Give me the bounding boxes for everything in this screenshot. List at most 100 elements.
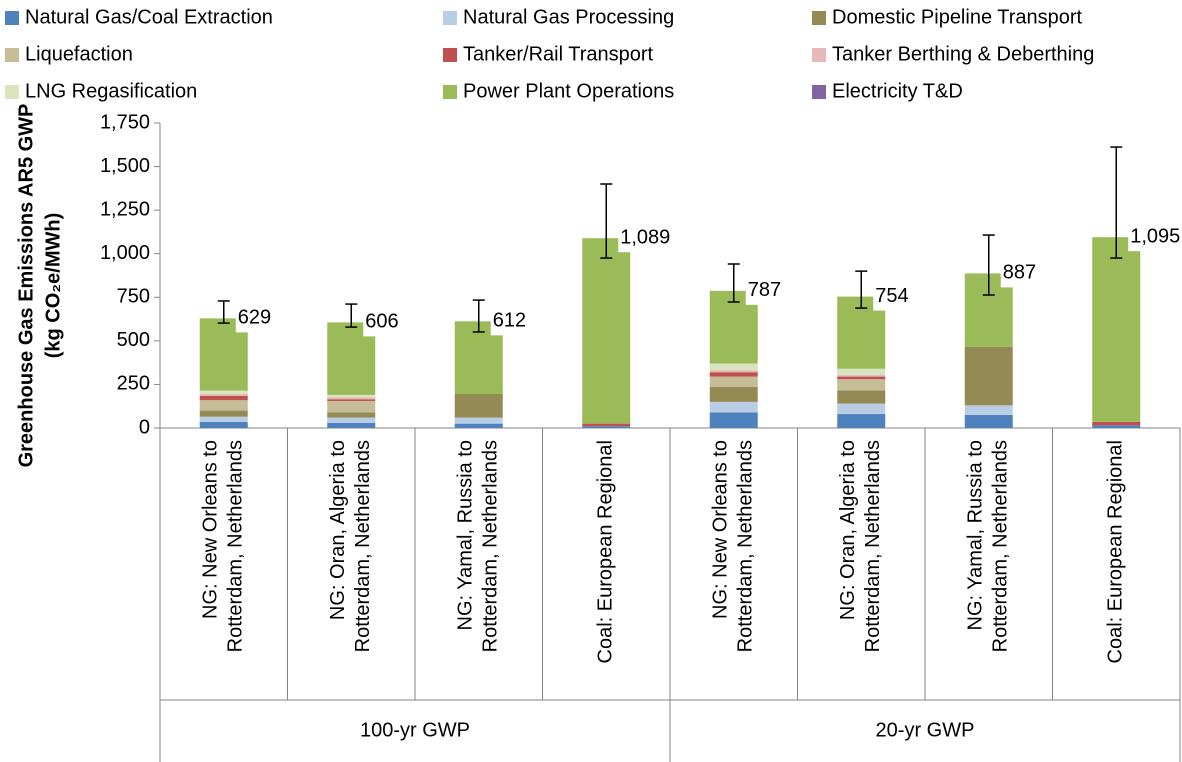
bar-segment xyxy=(199,410,248,417)
bar-segment xyxy=(837,368,886,375)
value-label-bg xyxy=(1128,223,1182,252)
bar-segment xyxy=(327,394,376,398)
value-label-bg xyxy=(618,224,679,253)
bar-segment xyxy=(199,390,248,395)
bar-segment xyxy=(582,426,631,428)
bar-segment xyxy=(199,394,248,396)
error-bar xyxy=(1110,146,1123,259)
value-label: 887 xyxy=(1003,262,1036,284)
value-label: 612 xyxy=(493,310,526,332)
value-label-bg xyxy=(745,276,806,305)
bar-segment xyxy=(709,363,758,371)
legend-swatch xyxy=(5,85,19,99)
x-tick-label: NG: Yamal, Russia to Rotterdam, Netherlan… xyxy=(965,440,1012,652)
value-label-bg xyxy=(873,282,934,311)
bar-segment xyxy=(454,423,503,428)
bar-segment xyxy=(327,399,376,401)
error-bar xyxy=(345,303,358,328)
legend-label: Liquefaction xyxy=(25,43,133,65)
legend-swatch xyxy=(443,48,457,62)
legend-swatch xyxy=(812,11,826,25)
legend-label: Natural Gas Processing xyxy=(463,6,674,28)
bar-segment xyxy=(709,401,758,413)
x-tick-label: NG: New Orleans to Rotterdam, Netherlands xyxy=(200,440,247,652)
error-bar xyxy=(982,234,995,296)
bar-segment xyxy=(454,394,503,418)
legend-swatch xyxy=(443,85,457,99)
y-tick-label: 250 xyxy=(117,373,150,395)
legend-label: Domestic Pipeline Transport xyxy=(832,6,1083,28)
legend-label: LNG Regasification xyxy=(25,80,197,102)
legend-swatch xyxy=(443,11,457,25)
value-label: 1,095 xyxy=(1130,225,1180,247)
y-tick-label: 1,500 xyxy=(100,155,150,177)
error-bar xyxy=(217,300,230,324)
legend-swatch xyxy=(5,48,19,62)
bar-segment xyxy=(327,412,376,418)
error-bar xyxy=(600,183,613,259)
y-tick-label: 500 xyxy=(117,329,150,351)
error-bar xyxy=(472,299,485,333)
y-axis-label: (kg CO₂e/MWh) xyxy=(42,213,64,359)
bar-segment xyxy=(582,238,631,424)
legend-label: Power Plant Operations xyxy=(463,80,674,102)
group-label: 100-yr GWP xyxy=(360,719,470,741)
error-bar xyxy=(855,270,868,309)
bar-segment xyxy=(837,379,886,391)
value-label: 606 xyxy=(365,311,398,333)
legend-label: Natural Gas/Coal Extraction xyxy=(25,6,273,28)
bar-segment xyxy=(709,372,758,377)
y-tick-label: 1,000 xyxy=(100,242,150,264)
bar-segment xyxy=(327,397,376,400)
bar-segment xyxy=(327,422,376,428)
value-label-bg xyxy=(363,308,424,337)
legend-label: Tanker Berthing & Deberthing xyxy=(832,43,1094,65)
value-label: 1,089 xyxy=(620,226,670,248)
value-label-bg xyxy=(235,304,296,333)
x-tick-label: NG: New Orleans to Rotterdam, Netherlands xyxy=(710,440,757,652)
bar-segment xyxy=(1092,237,1141,422)
legend-swatch xyxy=(812,48,826,62)
bar-segment xyxy=(837,374,886,377)
x-tick-label: NG: Oran, Algeria to Rotterdam, Netherlan… xyxy=(327,440,374,652)
group-label: 20-yr GWP xyxy=(876,719,975,741)
legend-swatch xyxy=(5,11,19,25)
value-label: 629 xyxy=(238,307,271,329)
x-tick-label: Coal: European Regional xyxy=(1105,440,1127,664)
bar-segment xyxy=(964,405,1013,415)
legend-label: Tanker/Rail Transport xyxy=(463,43,654,65)
x-tick-label: NG: Yamal, Russia to Rotterdam, Netherlan… xyxy=(455,440,502,652)
bar-segment xyxy=(327,400,376,413)
y-tick-label: 1,750 xyxy=(100,111,150,133)
bar-segment xyxy=(709,376,758,388)
error-bar xyxy=(727,263,740,303)
y-axis-label: Greenhouse Gas Emissions AR5 GWP xyxy=(15,104,37,468)
legend-label: Electricity T&D xyxy=(832,80,963,102)
bar-segment xyxy=(582,423,631,427)
y-tick-label: 0 xyxy=(139,416,150,438)
bar-segment xyxy=(1092,425,1141,428)
bar-segment xyxy=(837,376,886,380)
bar-segment xyxy=(837,403,886,415)
legend-swatch xyxy=(812,85,826,99)
bar-segment xyxy=(199,421,248,428)
bar-segment xyxy=(199,395,248,401)
bar-segment xyxy=(964,414,1013,428)
bar-segment xyxy=(454,417,503,424)
bar-segment xyxy=(709,370,758,373)
value-label: 754 xyxy=(875,285,908,307)
value-label-bg xyxy=(490,307,551,336)
bar-segment xyxy=(199,400,248,411)
value-label-bg xyxy=(1000,259,1061,288)
y-tick-label: 750 xyxy=(117,286,150,308)
bar-segment xyxy=(837,414,886,428)
x-tick-label: NG: Oran, Algeria to Rotterdam, Netherlan… xyxy=(837,440,884,652)
x-tick-label: Coal: European Regional xyxy=(595,440,617,664)
bar-segment xyxy=(327,417,376,423)
bar-segment xyxy=(709,387,758,402)
bar-segment xyxy=(1092,421,1141,426)
value-label: 787 xyxy=(748,279,781,301)
bar-segment xyxy=(709,412,758,428)
bar-segment xyxy=(964,346,1013,406)
